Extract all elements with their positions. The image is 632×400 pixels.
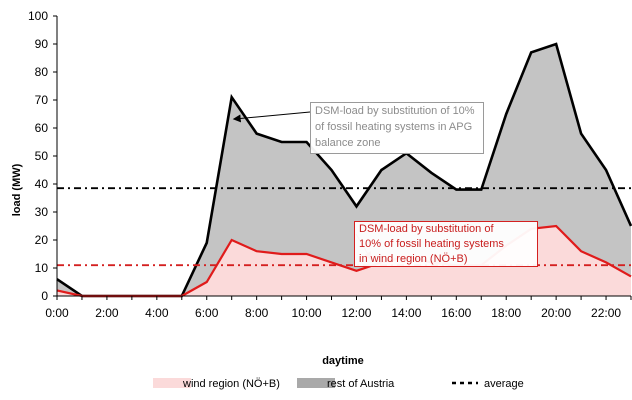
legend-swatch-rest-of-austria — [297, 378, 335, 388]
legend-label: rest of Austria — [327, 378, 395, 390]
x-tick-label: 4:00 — [145, 306, 169, 320]
x-tick-label: 12:00 — [341, 306, 371, 320]
annotation-arrow-apg — [232, 111, 311, 123]
annotation-wind-region: DSM-load by substitution of 10% of fossi… — [354, 221, 538, 267]
x-tick-label: 6:00 — [195, 306, 219, 320]
y-tick-label: 10 — [35, 261, 49, 275]
y-axis-title: load (MW) — [11, 163, 23, 216]
y-tick-label: 60 — [35, 121, 49, 135]
y-tick-label: 70 — [35, 93, 49, 107]
legend-label: average — [484, 378, 524, 390]
x-tick-label: 8:00 — [245, 306, 269, 320]
y-tick-label: 40 — [35, 177, 49, 191]
y-tick-label: 0 — [41, 289, 48, 303]
x-tick-label: 10:00 — [292, 306, 322, 320]
x-tick-label: 22:00 — [591, 306, 621, 320]
y-tick-label: 50 — [35, 149, 49, 163]
legend: wind region (NÖ+B) rest of Austria average — [153, 378, 524, 390]
area-layer — [57, 44, 631, 296]
legend-swatch-wind-region — [153, 378, 191, 388]
tick-labels: 0 10 20 30 40 50 60 70 80 90 100 0:00 2:00 4:00 6:00 8:… — [28, 9, 621, 320]
annotation-line: in wind region (NÖ+B) — [359, 253, 468, 265]
axes — [53, 15, 632, 300]
x-tick-label: 16:00 — [441, 306, 471, 320]
y-tick-label: 90 — [35, 37, 49, 51]
y-tick-label: 20 — [35, 233, 49, 247]
y-tick-label: 100 — [28, 9, 48, 23]
x-tick-label: 2:00 — [95, 306, 119, 320]
annotation-line: balance zone — [315, 137, 381, 149]
wind-region-area — [57, 226, 631, 296]
x-tick-label: 18:00 — [491, 306, 521, 320]
x-axis-title: daytime — [322, 355, 364, 367]
legend-label: wind region (NÖ+B) — [182, 378, 280, 390]
annotation-line: of fossil heating systems in APG — [315, 121, 473, 133]
x-tick-label: 20:00 — [541, 306, 571, 320]
x-tick-label: 0:00 — [45, 306, 69, 320]
annotation-line: DSM-load by substitution of 10% — [315, 105, 475, 117]
y-tick-label: 30 — [35, 205, 49, 219]
annotation-line: DSM-load by substitution of — [359, 223, 494, 235]
annotation-apg-balance-zone: DSM-load by substitution of 10% of fossi… — [310, 102, 484, 154]
x-tick-label: 14:00 — [391, 306, 421, 320]
y-tick-label: 80 — [35, 65, 49, 79]
annotation-line: 10% of fossil heating systems — [359, 238, 504, 250]
